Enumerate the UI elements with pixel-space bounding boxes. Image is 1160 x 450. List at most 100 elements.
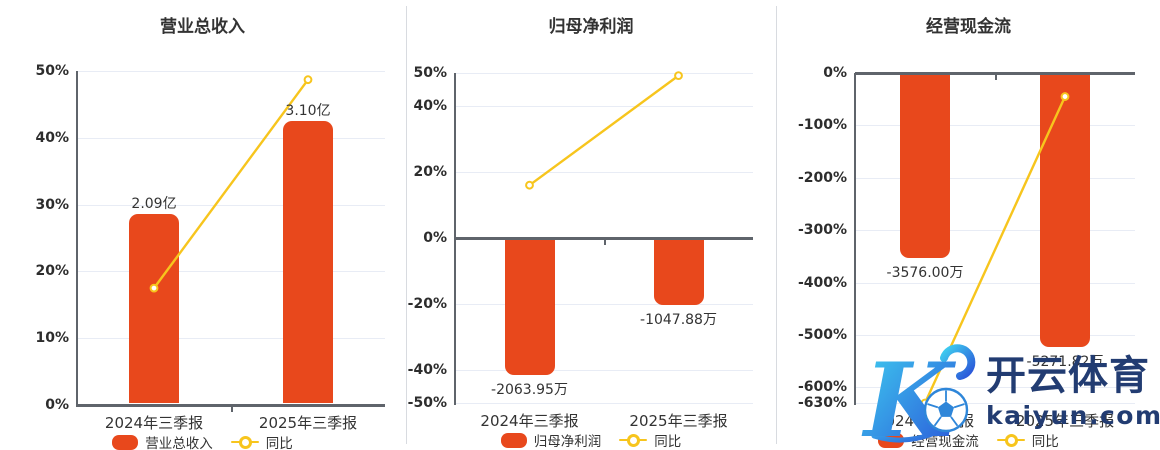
- line-data-point-marker: [149, 283, 159, 293]
- y-axis-tick-label: 0%: [423, 230, 447, 246]
- gridline: [77, 338, 385, 340]
- y-axis-tick-label: 40%: [413, 98, 447, 114]
- y-axis-tick-label: -300%: [797, 222, 847, 239]
- yoy-line-series: [525, 71, 683, 190]
- gridline: [77, 204, 385, 206]
- cash-flow-chart-title: 经营现金流: [926, 17, 1011, 37]
- zero-axis-line: [855, 72, 1135, 75]
- y-axis-tick-label: 20%: [413, 164, 447, 180]
- net-profit-chart-panel: 归母净利润 50% 40% 20% 0% -20% -40% -50% -2063.95万 -1…: [407, 0, 775, 450]
- y-axis-tick-label: 10%: [35, 330, 69, 347]
- bar-value-label: -2063.95万: [491, 381, 568, 398]
- y-axis-tick-label: 0%: [45, 397, 69, 413]
- gridline: [455, 172, 753, 173]
- kaiyun-watermark: K 开云体育 kaiyun.com: [858, 342, 1160, 448]
- bar: [504, 239, 555, 375]
- bar-value-label: -1047.88万: [640, 312, 717, 329]
- category-boundary-tick: [231, 406, 233, 412]
- bar: [283, 121, 333, 404]
- y-axis-tick-label: 0%: [823, 65, 847, 81]
- bar: [1040, 74, 1090, 348]
- y-axis-tick-label: -600%: [797, 379, 847, 396]
- gridline: [455, 106, 753, 107]
- gridline: [855, 387, 1135, 389]
- legend-line-marker: [996, 433, 1025, 447]
- legend-item-bar-series[interactable]: 归母净利润: [500, 430, 602, 450]
- y-axis-tick-label: -630%: [797, 395, 847, 411]
- bar: [900, 74, 950, 258]
- y-axis-tick-label: 30%: [35, 196, 69, 213]
- y-axis-line: [76, 71, 78, 407]
- bar: [129, 213, 179, 404]
- zero-axis-line: [77, 404, 385, 407]
- category-boundary-tick: [604, 239, 606, 245]
- x-axis-category-label: 2025年三季报: [258, 414, 358, 432]
- x-axis-category-label: 2024年三季报: [104, 414, 204, 432]
- y-axis-tick-label: 50%: [413, 65, 447, 81]
- line-data-point-marker: [303, 75, 313, 85]
- gridline: [455, 73, 753, 74]
- gridline: [455, 370, 753, 371]
- gridline: [855, 403, 1135, 404]
- gridline: [855, 177, 1135, 179]
- y-axis-line: [454, 73, 456, 405]
- bar: [653, 239, 704, 306]
- legend-bar-label: 营业总收入: [145, 436, 213, 450]
- legend-bar-label: 归母净利润: [533, 434, 602, 450]
- gridline: [855, 230, 1135, 232]
- chart-legend: 归母净利润 同比: [407, 430, 775, 450]
- y-axis-tick-label: 20%: [35, 263, 69, 280]
- bar-value-label: -3576.00万: [886, 264, 964, 281]
- legend-item-bar-series[interactable]: 营业总收入: [112, 432, 213, 450]
- y-axis-tick-label: -200%: [797, 169, 847, 186]
- zero-axis-line: [455, 237, 753, 240]
- watermark-brand-text: 开云体育: [986, 353, 1150, 399]
- legend-line-label: 同比: [265, 436, 293, 450]
- gridline: [77, 271, 385, 273]
- y-axis-tick-label: -500%: [797, 326, 847, 343]
- legend-line-marker: [619, 433, 648, 447]
- yoy-line-series: [149, 75, 313, 293]
- bar-value-label: -5271.82万: [1026, 354, 1104, 371]
- kaiyun-k-soccer-ball-logo-icon: K: [861, 344, 976, 448]
- legend-bar-swatch: [500, 432, 527, 448]
- legend-line-label: 同比: [1031, 434, 1059, 450]
- revenue-chart-panel: 营业总收入 50% 40% 30% 20% 10% 0% 2.09亿 3.10亿 2024年三季…: [0, 0, 405, 450]
- x-axis-category-label: 2025年三季报: [629, 412, 728, 430]
- legend-item-line-series[interactable]: 同比: [996, 430, 1059, 450]
- panel-divider-1: [406, 6, 407, 444]
- gridline: [77, 71, 385, 72]
- line-data-point-marker: [1060, 92, 1070, 101]
- y-axis-line: [854, 73, 856, 405]
- chart-legend: 营业总收入 同比: [0, 432, 405, 450]
- y-axis-tick-label: -100%: [797, 117, 847, 134]
- y-axis-tick-label: 40%: [35, 129, 69, 146]
- revenue-chart-title: 营业总收入: [160, 17, 245, 37]
- gridline: [855, 334, 1135, 336]
- category-boundary-tick: [995, 74, 997, 80]
- line-data-point-marker: [674, 71, 683, 81]
- y-axis-tick-label: -20%: [407, 296, 447, 312]
- y-axis-tick-label: -40%: [407, 362, 447, 378]
- panel-divider-2: [776, 6, 777, 444]
- gridline: [77, 137, 385, 139]
- legend-line-label: 同比: [654, 434, 682, 450]
- y-axis-tick-label: -50%: [407, 395, 447, 411]
- watermark-text: 开云体育 kaiyun.com: [986, 356, 1160, 430]
- legend-bar-swatch: [112, 434, 139, 450]
- legend-item-line-series[interactable]: 同比: [230, 432, 293, 450]
- x-axis-category-label: 2025年三季报: [1015, 412, 1115, 430]
- cash-flow-chart-panel: 经营现金流 0% -100% -200% -300% -400% -500% -600% -6…: [777, 0, 1160, 450]
- y-axis-tick-label: 50%: [35, 63, 69, 79]
- gridline: [855, 282, 1135, 284]
- gridline: [455, 403, 753, 404]
- line-data-point-marker: [525, 180, 534, 190]
- gridline: [855, 125, 1135, 127]
- net-profit-chart-title: 归母净利润: [548, 17, 634, 37]
- bar-value-label: 3.10亿: [285, 103, 331, 120]
- bar-value-label: 2.09亿: [131, 195, 177, 212]
- gridline: [455, 304, 753, 305]
- legend-item-line-series[interactable]: 同比: [619, 430, 681, 450]
- legend-bar-label: 经营现金流: [911, 434, 979, 450]
